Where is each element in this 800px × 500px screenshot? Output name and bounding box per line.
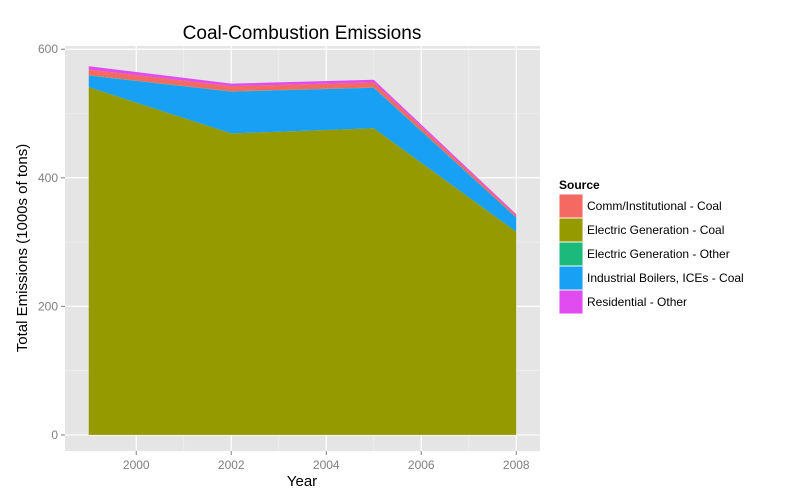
legend-swatch: [559, 218, 583, 242]
y-tick-label: 200: [38, 299, 58, 313]
x-tick-label: 2006: [408, 458, 435, 472]
legend-item: Residential - Other: [558, 289, 687, 315]
y-tick-label: 400: [38, 171, 58, 185]
legend-item: Industrial Boilers, ICEs - Coal: [558, 265, 744, 291]
x-tick-label: 2008: [503, 458, 530, 472]
x-tick-label: 2004: [313, 458, 340, 472]
legend-swatch: [559, 194, 583, 218]
x-tick-label: 2000: [123, 458, 150, 472]
area-series: [88, 66, 517, 435]
legend-title: Source: [559, 178, 600, 192]
legend: Source Comm/Institutional - Coal Electric…: [558, 178, 744, 315]
legend-swatch: [559, 290, 583, 314]
legend-label: Electric Generation - Other: [587, 247, 730, 261]
legend-item: Electric Generation - Other: [558, 241, 730, 267]
legend-label: Comm/Institutional - Coal: [587, 199, 722, 213]
legend-label: Electric Generation - Coal: [587, 223, 724, 237]
legend-item: Comm/Institutional - Coal: [558, 193, 722, 219]
legend-swatch: [559, 242, 583, 266]
legend-label: Residential - Other: [587, 295, 687, 309]
x-tick-label: 2002: [218, 458, 245, 472]
legend-label: Industrial Boilers, ICEs - Coal: [587, 271, 744, 285]
area-industrial-boilers-ices-coal: [88, 75, 517, 232]
area-electric-generation-coal: [88, 87, 517, 435]
y-tick-label: 0: [51, 428, 58, 442]
y-tick-label: 600: [38, 42, 58, 56]
chart-title: Coal-Combustion Emissions: [183, 23, 422, 44]
legend-swatch: [559, 266, 583, 290]
axis-ticks: 0 200 400 600 2000 2002 2004 2006 2008: [38, 42, 530, 472]
legend-item: Electric Generation - Coal: [558, 217, 724, 243]
x-axis-title: Year: [287, 473, 317, 490]
y-axis-title: Total Emissions (1000s of tons): [14, 144, 31, 352]
